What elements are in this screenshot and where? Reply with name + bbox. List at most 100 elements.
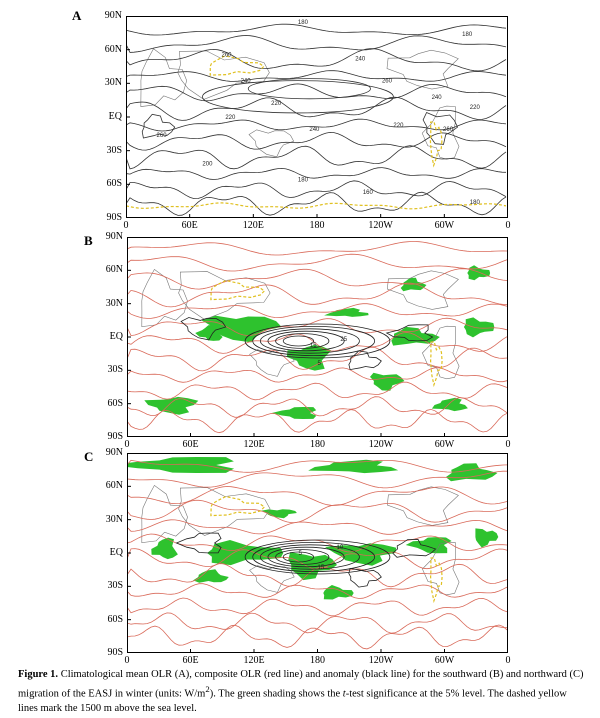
lat-tick-label: 30N [105,513,123,525]
topography-contour [126,202,507,210]
significant-region [201,315,282,343]
olr-contour [126,48,507,72]
composite-contour [127,346,508,372]
composite-contour [127,519,508,535]
south-america-outline [421,105,460,160]
composite-contour [127,499,508,523]
contour-value-label: 180 [470,200,481,206]
topography-1500m [210,279,443,388]
contour-value-label: 25 [340,337,347,343]
topography-contour [210,279,266,301]
lon-tick-label: 180 [310,655,325,666]
significant-region [288,552,337,581]
significant-region [261,509,297,519]
significance-shading [127,457,499,600]
contour-value-label: 240 [355,56,366,62]
contour-value-label: 220 [271,101,282,107]
lon-tick-label: 60W [434,220,455,231]
composite-contour [127,317,508,337]
lat-tick-label: 60S [107,613,123,625]
anomaly-contour [282,551,315,563]
olr-contour [126,35,507,53]
composite-contour [127,612,508,634]
olr-contour [126,23,507,36]
lon-tick-label: 0 [124,655,130,666]
contour-value-label: 220 [393,123,404,129]
significant-region [370,372,405,391]
olr-contour [126,83,507,102]
composite-contour [127,563,508,588]
panel-label-a: A [72,8,82,23]
contour-value-label: 220 [470,105,481,111]
contour-value-label: 240 [309,127,320,133]
lon-tick-label: 120E [243,439,265,450]
lat-tick-label: 30S [106,144,122,156]
composite-contour [127,381,508,401]
composite-contour [127,583,508,599]
composite-olr-contours [127,241,508,434]
climatology-contours [126,23,507,216]
lon-tick-label: 60E [182,439,199,450]
topography-contour [429,121,443,168]
caption-italic-t: t [342,688,346,700]
contour-value-label: 260 [157,133,168,139]
africa-outline [141,268,188,328]
lat-tick-label: 60N [105,264,123,276]
composite-contour [127,597,508,617]
contour-value-label: 260 [222,52,233,58]
anomaly-contour [259,328,360,354]
composite-contour [127,282,507,308]
topography-1500m [210,495,443,604]
anomaly-contour [348,350,382,371]
significant-region [271,407,317,419]
olr-contour [126,131,507,151]
anomaly-contour [244,539,391,575]
lat-tick-label: 60N [105,480,123,492]
composite-contour [127,408,508,434]
composite-contour [127,253,508,272]
contour-value-label: 15 [310,343,317,349]
asia-outline [178,487,271,536]
topography-contour [429,341,443,388]
lon-tick-label: 60W [434,439,455,450]
lat-tick-label: 90S [107,647,123,658]
anomaly-contour [267,330,345,352]
anomaly-contours [175,532,437,588]
panel-label-b: B [84,233,93,248]
contour-value-label: 220 [225,115,236,121]
caption-text-3: -test significance at the 5% level. The … [18,688,567,714]
olr-climatology-map: 180 180 240 260 240 260 220 240 220 260 240 220 200 1… [126,16,508,218]
olr-contour [201,80,394,114]
lat-tick-label: EQ [108,111,122,122]
lat-tick-label: 30S [107,580,123,592]
anomaly-contour [244,323,391,359]
lat-tick-label: 90N [105,447,123,458]
africa-outline [141,484,188,544]
lat-tick-label: 90N [105,231,123,242]
lon-tick-label: 120W [368,655,394,666]
lon-tick-label: 180 [310,439,325,450]
significant-region [405,537,452,554]
significant-region [127,457,235,473]
caption-text-1: Climatological mean OLR (A), composite O… [18,669,584,700]
olr-contour [126,96,507,121]
lat-tick-label: 30N [104,77,122,89]
olr-contour [126,118,507,132]
contour-value-label: 180 [298,20,309,26]
caption-superscript: 2 [205,684,210,694]
map-frame [126,16,508,218]
contour-value-label: 160 [363,190,374,196]
caption-text-2: ). The green shading shows the [209,688,343,700]
south-america-outline [422,541,460,596]
lon-tick-label: 0 [123,220,129,231]
australia-outline [248,129,295,158]
significant-region [195,324,223,341]
composite-contour [127,367,508,383]
anomaly-contour [392,538,437,558]
lon-tick-label: 120W [368,220,393,231]
lat-tick-label: 90N [104,10,122,21]
lon-tick-label: 120W [368,439,394,450]
figure-caption: Figure 1. Climatological mean OLR (A), c… [18,668,586,716]
composite-contour [127,486,508,506]
contour-value-label: 240 [432,95,443,101]
